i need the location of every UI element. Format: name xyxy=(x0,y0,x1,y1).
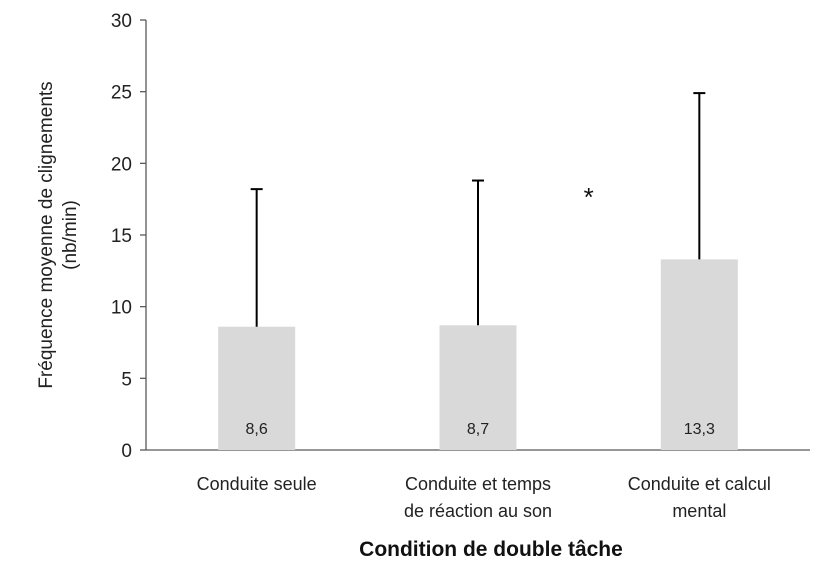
y-axis-title-line-2: (nb/min) xyxy=(60,200,81,270)
y-tick-label: 15 xyxy=(111,226,132,247)
significance-annotation: * xyxy=(584,182,594,212)
y-axis-title-line-1: Fréquence moyenne de clignements xyxy=(36,81,57,388)
category-label: Conduite seule xyxy=(197,474,317,494)
bar-value-label: 8,7 xyxy=(467,421,489,438)
bar-value-label: 13,3 xyxy=(684,421,715,438)
y-tick-label: 5 xyxy=(121,369,132,390)
y-tick-label: 25 xyxy=(111,83,132,104)
y-axis-title: Fréquence moyenne de clignements (nb/min… xyxy=(36,81,81,388)
y-tick-label: 20 xyxy=(111,154,132,175)
category-label: de réaction au son xyxy=(404,501,552,521)
y-tick-label: 10 xyxy=(111,298,132,319)
bar xyxy=(660,259,738,450)
bar xyxy=(218,326,296,450)
category-label: Conduite et calcul xyxy=(628,474,771,494)
bar xyxy=(439,325,517,450)
y-tick-label: 0 xyxy=(121,441,132,462)
x-axis-title: Condition de double tâche xyxy=(359,538,623,561)
category-label: mental xyxy=(672,501,726,521)
plot-area: 0 5 10 15 20 25 30 8,6 Conduite seule 8,7 Conduite… xyxy=(111,11,810,521)
y-tick-label: 30 xyxy=(111,11,132,32)
category-label: Conduite et temps xyxy=(405,474,551,494)
bar-value-label: 8,6 xyxy=(246,421,268,438)
